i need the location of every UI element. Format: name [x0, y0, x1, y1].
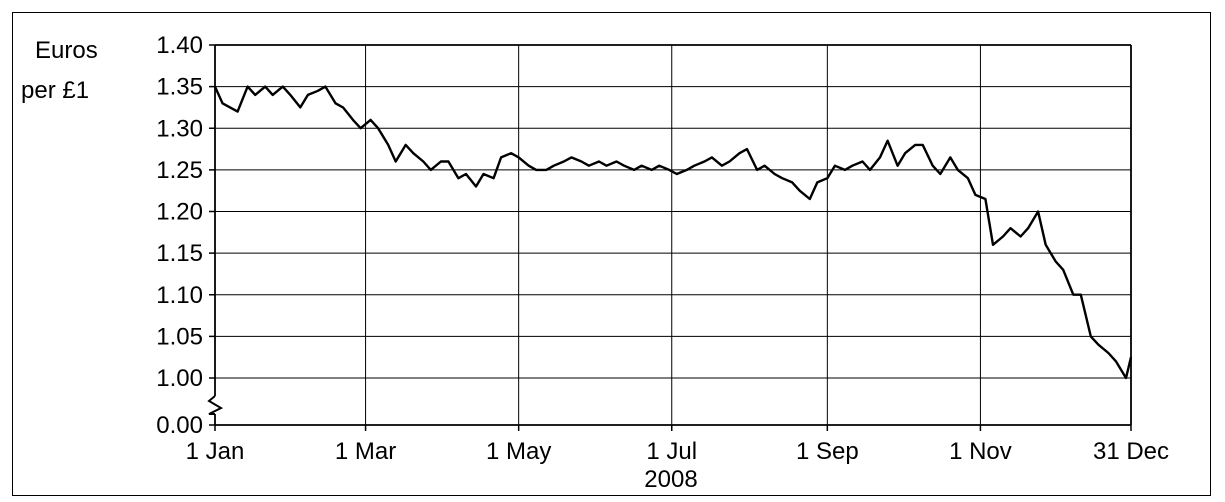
y-tick-label: 1.15 [156, 240, 203, 267]
x-tick-label: 1 Nov [949, 438, 1012, 465]
y-tick-label: 1.40 [156, 32, 203, 59]
x-tick-labels: 1 Jan 1 Mar 1 May 1 Jul 1 Sep 1 Nov 31 Dec [186, 438, 1169, 465]
chart-frame: 0.00 1.00 1.05 1.10 1.15 1.20 1.25 1.30 1.35 1.40… [12, 12, 1211, 496]
x-tick-label: 1 Jul [646, 438, 697, 465]
y-tick-labels: 0.00 1.00 1.05 1.10 1.15 1.20 1.25 1.30 1.35 1.40 [156, 32, 203, 439]
y-tick-label: 1.25 [156, 157, 203, 184]
y-tick-label: 1.05 [156, 323, 203, 350]
x-tick-label: 1 Sep [796, 438, 859, 465]
y-tick-label: 1.30 [156, 115, 203, 142]
y-tick-label: 1.00 [156, 365, 203, 392]
x-tick-label: 1 Jan [186, 438, 245, 465]
grid [215, 44, 1131, 425]
y-tick-label: 1.20 [156, 199, 203, 226]
y-axis-break-mark [207, 395, 224, 415]
y-tick-label: 0.00 [156, 412, 203, 439]
series-line [213, 85, 1133, 380]
y-tick-label: 1.35 [156, 74, 203, 101]
x-tick-label: 1 Mar [335, 438, 396, 465]
y-axis-label-line-2: per £1 [21, 77, 89, 104]
x-tick-label: 1 May [486, 438, 551, 465]
y-tick-label: 1.10 [156, 282, 203, 309]
y-axis-label-line-1: Euros [35, 37, 98, 64]
x-tick-label: 31 Dec [1093, 438, 1169, 465]
exchange-rate-chart: 0.00 1.00 1.05 1.10 1.15 1.20 1.25 1.30 1.35 1.40… [21, 32, 1169, 493]
x-axis-label: 2008 [644, 466, 697, 493]
